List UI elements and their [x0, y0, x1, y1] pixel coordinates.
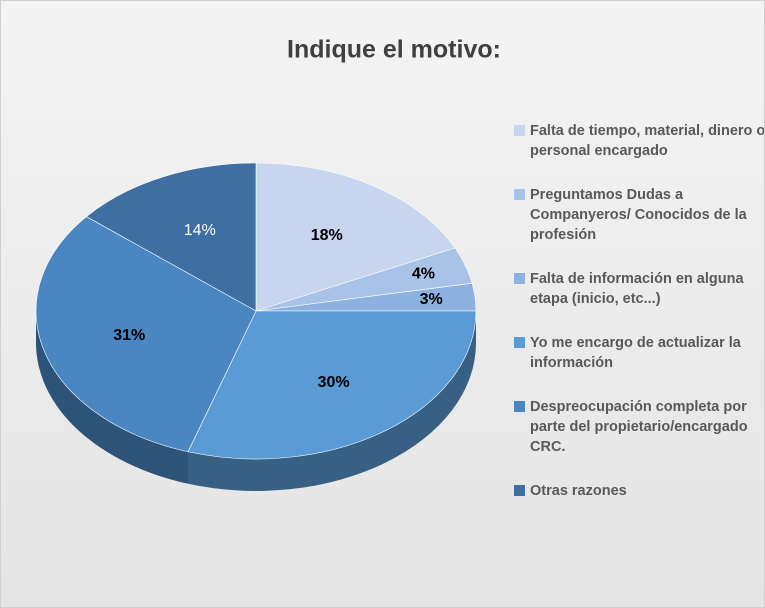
legend-item: Otras razones [514, 481, 764, 501]
data-label: 14% [184, 222, 216, 239]
legend-label: Falta de tiempo, material, dinero o pers… [530, 123, 765, 159]
legend-swatch [514, 125, 525, 136]
legend-label: Falta de información en alguna etapa (in… [530, 271, 744, 307]
legend-item: Yo me encargo de actualizar la informaci… [514, 333, 764, 373]
legend-swatch [514, 485, 525, 496]
slice [255, 162, 456, 312]
legend-label: Despreocupación completa por parte del p… [530, 399, 748, 455]
legend-item: Despreocupación completa por parte del p… [514, 397, 764, 457]
data-label: 18% [311, 227, 343, 244]
data-label: 3% [420, 291, 443, 308]
legend-swatch [514, 189, 525, 200]
legend: Falta de tiempo, material, dinero o pers… [514, 121, 765, 501]
data-label: 31% [113, 327, 145, 344]
legend-item: Falta de información en alguna etapa (in… [514, 269, 764, 309]
legend-swatch [514, 337, 525, 348]
legend-label: Otras razones [530, 483, 627, 499]
legend-swatch [514, 273, 525, 284]
legend-swatch [514, 401, 525, 412]
legend-label: Yo me encargo de actualizar la informaci… [530, 335, 741, 371]
data-label: 4% [412, 266, 435, 283]
chart-title: Indique el motivo: [287, 36, 501, 64]
slice [85, 162, 257, 312]
slice [35, 216, 257, 453]
legend-label: Preguntamos Dudas a Companyeros/ Conocid… [530, 187, 747, 243]
slice-side [36, 311, 189, 484]
slice [187, 310, 477, 460]
legend-item: Preguntamos Dudas a Companyeros/ Conocid… [514, 185, 764, 245]
data-label: 30% [318, 374, 350, 391]
legend-item: Falta de tiempo, material, dinero o pers… [514, 121, 765, 161]
slice-side [188, 311, 476, 492]
